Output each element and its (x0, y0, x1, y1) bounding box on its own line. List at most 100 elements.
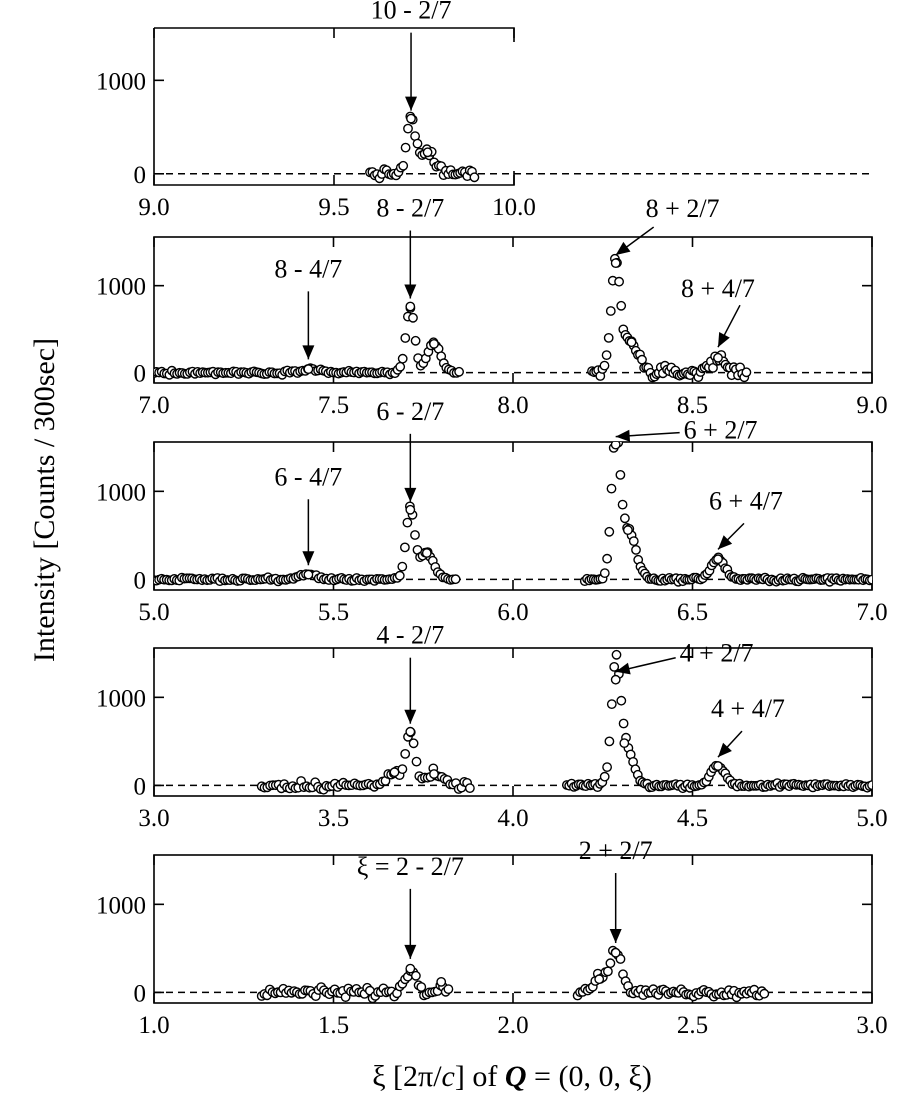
annotation-arrowhead (717, 332, 730, 348)
x-tick-label: 8.5 (677, 392, 708, 419)
x-tick-label: 6.0 (497, 599, 528, 626)
y-tick-label: 1000 (96, 68, 146, 95)
data-point (400, 142, 411, 153)
y-tick-label: 0 (134, 980, 147, 1007)
data-point (410, 970, 421, 981)
annotation-arrowhead (404, 284, 417, 299)
data-point (454, 366, 464, 377)
data-point-peak (713, 352, 723, 363)
x-tick-label: 1.5 (318, 1012, 349, 1039)
x-axis-title-part-1: ξ [2π/ (372, 1060, 442, 1093)
data-points (365, 111, 480, 184)
panel-frame (153, 236, 873, 384)
data-point (601, 350, 612, 360)
data-point-peak (623, 525, 633, 535)
annotation-label: 2 + 2/7 (579, 836, 653, 865)
data-point-peak (389, 767, 400, 778)
data-point-peak (626, 337, 637, 348)
x-axis-title-part-2: ] of (455, 1060, 505, 1093)
peak-annotation: 8 - 4/7 (274, 254, 342, 360)
peak-annotation: 8 - 2/7 (376, 194, 444, 299)
data-point (599, 771, 610, 782)
y-tick-label: 1000 (96, 479, 146, 506)
data-point-peak (422, 147, 433, 158)
peak-annotation: 6 + 2/7 (615, 416, 758, 445)
data-point (403, 123, 413, 134)
data-point-peak (303, 364, 314, 374)
panel-4: 0 1000 3.0 3.5 4.0 4.5 5.0 4 - 2/7 4 + 2/7 4 + 4/… (96, 621, 888, 832)
x-tick-label: 7.0 (856, 599, 887, 626)
data-point (464, 783, 475, 793)
x-tick-label: 2.5 (677, 1012, 708, 1039)
x-tick-label: 9.0 (856, 392, 887, 419)
data-point (741, 367, 752, 378)
peak-annotation: 4 + 2/7 (615, 639, 754, 675)
annotation-arrowhead (404, 487, 417, 502)
x-tick-label: 9.5 (318, 194, 349, 221)
x-axis-title: ξ [2π/c] of Q = (0, 0, ξ) (372, 1060, 652, 1093)
data-point-peak (405, 504, 416, 515)
x-tick-label: 9.0 (138, 194, 169, 221)
data-point (450, 574, 461, 585)
annotation-arrowhead (302, 345, 315, 360)
data-point (469, 172, 480, 183)
data-point (399, 542, 410, 553)
x-tick-label: 10.0 (492, 194, 536, 221)
peak-annotation: 6 - 4/7 (274, 462, 342, 566)
data-point (611, 649, 622, 660)
data-point-peak (436, 977, 447, 987)
x-tick-label: 4.0 (497, 805, 528, 832)
data-point-peak (594, 974, 605, 985)
data-point (398, 160, 409, 171)
data-point (408, 312, 418, 323)
peak-annotation: ξ = 2 - 2/7 (357, 852, 464, 959)
data-point (628, 536, 639, 546)
annotation-label: 6 + 2/7 (684, 416, 758, 445)
data-point (609, 662, 620, 672)
annotation-arrowhead (717, 742, 732, 758)
panel-frame (153, 854, 873, 1004)
data-point (408, 738, 419, 749)
data-point (631, 545, 641, 555)
data-points (154, 424, 872, 587)
data-point (394, 570, 405, 581)
data-point (602, 553, 612, 564)
annotation-label: 6 - 4/7 (274, 462, 342, 491)
data-point (603, 966, 613, 977)
data-point (605, 306, 616, 316)
data-point-peak (429, 338, 439, 349)
annotation-arrowhead (615, 429, 631, 442)
panel-1: 0 1000 9.0 9.5 10.0 10 - 2/7 (96, 0, 872, 221)
data-point (397, 561, 408, 572)
data-point (604, 736, 615, 747)
data-point-peak (405, 301, 416, 312)
peak-annotation: 8 + 2/7 (615, 194, 720, 256)
data-point (615, 954, 626, 964)
panel-frame (153, 28, 515, 186)
data-point (618, 718, 629, 729)
data-point-peak (421, 548, 432, 558)
data-point (395, 361, 406, 372)
data-point (612, 424, 620, 432)
annotation-label: ξ = 2 - 2/7 (357, 852, 464, 881)
annotation-arrowhead (405, 96, 418, 111)
data-point (599, 360, 610, 371)
data-point (605, 958, 616, 969)
annotation-label: 10 - 2/7 (371, 0, 452, 25)
x-tick-label: 3.0 (856, 1012, 887, 1039)
x-axis-title-part-3: = (0, 0, ξ) (527, 1060, 652, 1093)
y-axis-title: Intensity [Counts / 300sec] (28, 338, 61, 662)
data-point (397, 764, 408, 774)
data-point-peak (405, 963, 416, 974)
annotation-arrowhead (615, 241, 631, 256)
peak-annotation: 6 + 4/7 (709, 486, 783, 550)
annotation-arrowhead (404, 944, 417, 959)
annotation-label: 6 + 4/7 (709, 486, 783, 515)
data-point (400, 749, 411, 759)
data-points (256, 945, 770, 1004)
panel-5: 0 1000 1.0 1.5 2.0 2.5 3.0 ξ = 2 - 2/7 2 + 2/7 (96, 836, 888, 1039)
data-points (154, 253, 752, 383)
x-axis-title-q: Q (505, 1060, 527, 1093)
panel-2: 0 1000 7.0 7.5 8.0 8.5 9.0 8 - 4/7 8 - 2/7 8 + 2/… (96, 194, 888, 419)
panel-frame (153, 441, 873, 591)
